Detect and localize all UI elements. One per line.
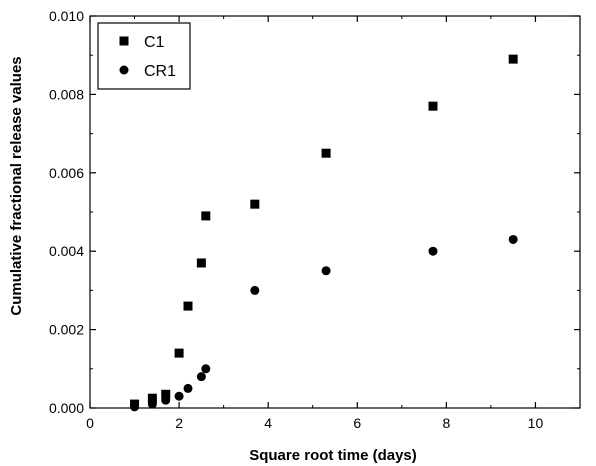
data-point-cr1 [161, 395, 171, 405]
y-tick-label: 0.002 [49, 322, 84, 338]
y-tick-label: 0.010 [49, 8, 84, 24]
data-point-c1 [250, 199, 260, 209]
x-tick-label: 8 [442, 415, 450, 431]
data-point-cr1 [183, 383, 193, 393]
data-point-cr1 [130, 402, 140, 412]
legend: C1 CR1 [97, 22, 191, 90]
data-point-cr1 [321, 266, 331, 276]
data-point-c1 [508, 54, 518, 64]
legend-label: C1 [144, 34, 165, 51]
legend-label: CR1 [144, 63, 176, 80]
x-tick-label: 2 [175, 415, 183, 431]
data-point-cr1 [250, 285, 260, 295]
x-tick-label: 10 [528, 415, 544, 431]
data-point-cr1 [508, 234, 518, 244]
data-point-c1 [174, 348, 184, 358]
data-point-cr1 [174, 391, 184, 401]
x-axis-ticks: 0 2 4 6 8 10 [86, 16, 543, 431]
x-axis-title: Square root time (days) [249, 447, 417, 464]
y-axis-ticks: 0.000 0.002 0.004 0.006 0.008 0.010 [49, 8, 580, 416]
y-tick-label: 0.006 [49, 165, 84, 181]
y-tick-label: 0.000 [49, 400, 84, 416]
data-point-c1 [183, 301, 193, 311]
x-tick-label: 4 [264, 415, 272, 431]
x-tick-label: 0 [86, 415, 94, 431]
legend-box [97, 22, 191, 90]
data-point-cr1 [196, 372, 206, 382]
data-point-c1 [196, 258, 206, 268]
data-point-cr1 [428, 246, 438, 256]
data-point-c1 [147, 393, 157, 403]
legend-marker-c1 [119, 36, 129, 46]
y-tick-label: 0.004 [49, 243, 84, 259]
y-axis-title: Cumulative fractional release values [8, 56, 25, 315]
data-point-cr1 [201, 364, 211, 374]
data-point-c1 [321, 148, 331, 158]
y-tick-label: 0.008 [49, 86, 84, 102]
data-point-cr1 [147, 399, 157, 409]
data-points [130, 54, 518, 412]
x-tick-label: 6 [353, 415, 361, 431]
legend-marker-cr1 [119, 65, 129, 75]
data-point-c1 [428, 101, 438, 111]
data-point-c1 [201, 211, 211, 221]
data-point-c1 [161, 389, 171, 399]
